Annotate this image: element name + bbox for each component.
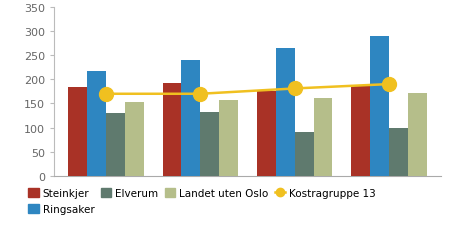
Bar: [408, 93, 427, 176]
Bar: [219, 100, 238, 176]
Bar: [125, 103, 144, 176]
Bar: [181, 61, 200, 176]
Bar: [295, 133, 314, 176]
Bar: [257, 92, 276, 176]
Legend: Steinkjer, Ringsaker, Elverum, Landet uten Oslo, Kostragruppe 13: Steinkjer, Ringsaker, Elverum, Landet ut…: [28, 188, 376, 214]
Bar: [314, 98, 333, 176]
Bar: [200, 113, 219, 176]
Bar: [87, 71, 106, 176]
Bar: [370, 37, 389, 176]
Bar: [162, 83, 181, 176]
Bar: [351, 86, 370, 176]
Bar: [389, 128, 408, 176]
Bar: [276, 49, 295, 176]
Bar: [106, 114, 125, 176]
Bar: [68, 87, 87, 176]
